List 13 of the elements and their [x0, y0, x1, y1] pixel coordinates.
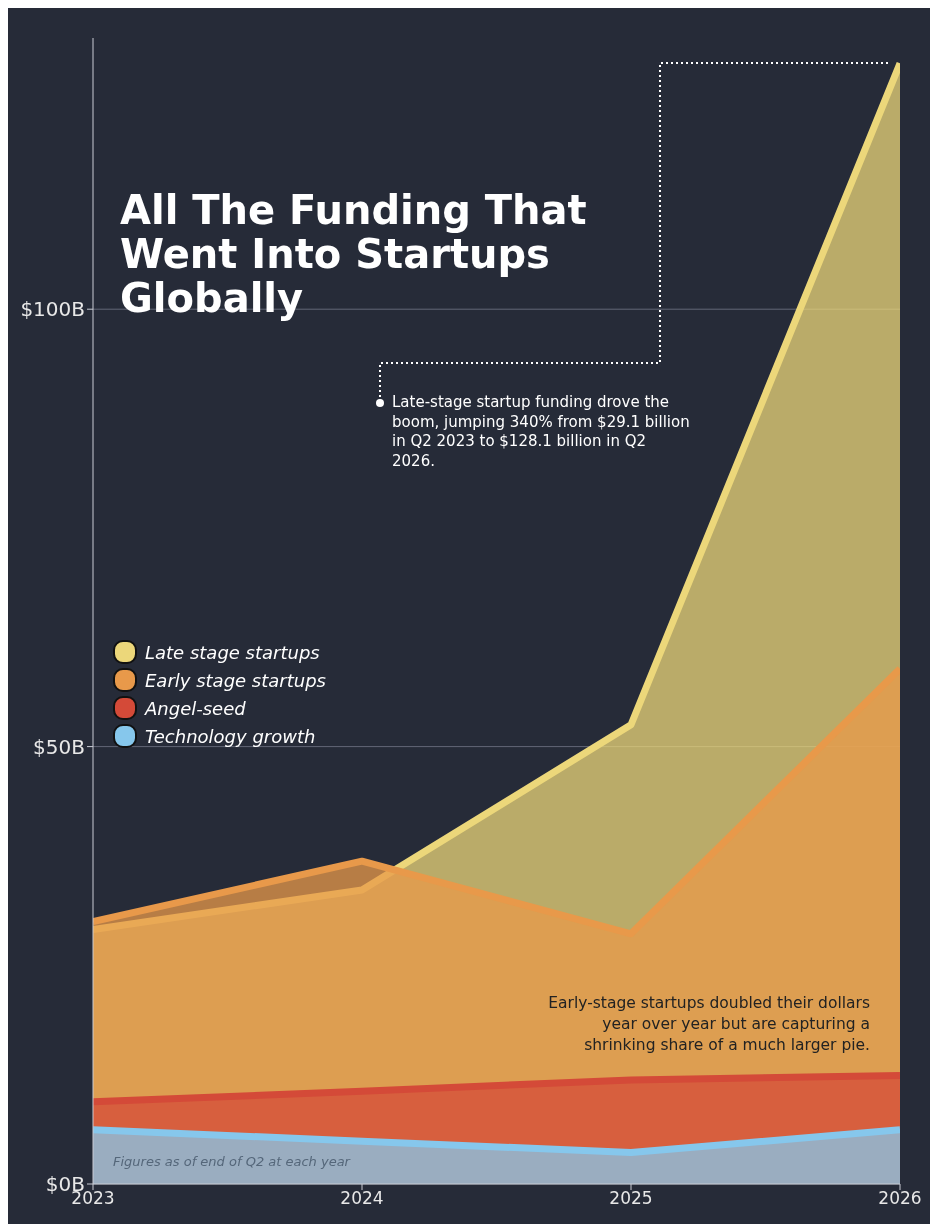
- annotation: Late-stage startup funding drove the boom, jumping 340% from $29.1 billion in Q2 2023 to $128.1 billion in Q2 2026.: [392, 393, 691, 472]
- y-tick-label: $100B: [20, 297, 85, 322]
- x-tick-label: 2024: [340, 1188, 384, 1209]
- x-tick-label: 2026: [878, 1188, 922, 1209]
- legend-label: Angel-seed: [145, 697, 246, 719]
- annotation: Figures as of end of Q2 at each year: [113, 1154, 350, 1169]
- text: All The Funding That Went Into Startups Globally: [120, 187, 588, 321]
- legend-label: Technology growth: [145, 725, 316, 747]
- annotation: Early-stage startups doubled their dollars year over year but are capturing a shrinking share of a much larger pie.: [547, 993, 870, 1056]
- legend-label: Early stage startups: [145, 669, 327, 691]
- y-tick-label: $50B: [33, 734, 85, 759]
- x-tick-label: 2025: [609, 1188, 653, 1209]
- legend-label: Late stage startups: [145, 641, 320, 663]
